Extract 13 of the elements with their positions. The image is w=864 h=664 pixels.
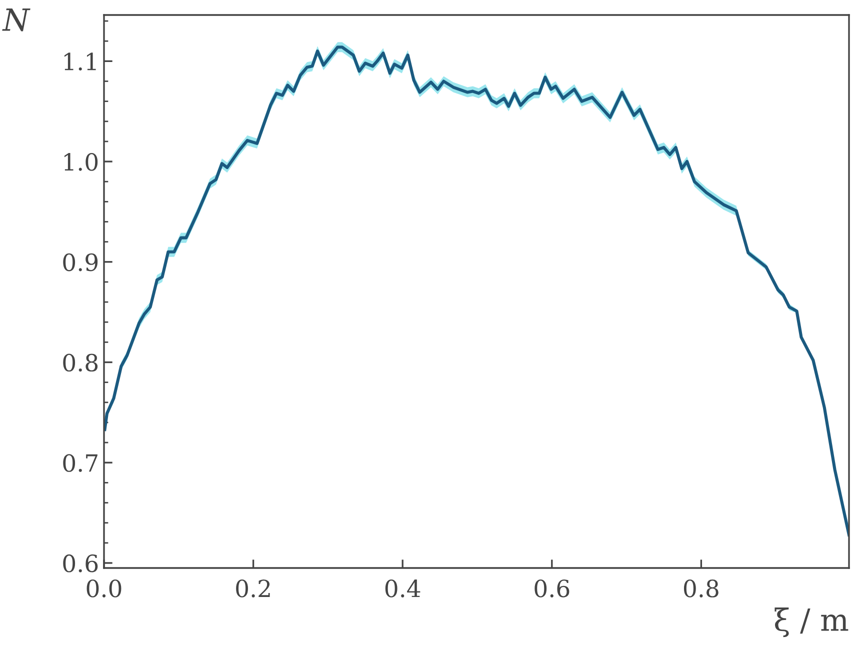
y-tick-label: 0.6 [63,554,98,572]
x-tick-label: 0.2 [236,580,270,598]
y-tick-label: 1.1 [64,52,96,70]
y-tick-label: 0.9 [63,253,98,272]
x-tick-label: 0.8 [684,580,718,598]
y-tick-label: 0.7 [63,454,98,472]
x-tick-label: 0.0 [86,580,122,598]
x-axis-title: ξ / m [774,608,848,638]
y-tick-label: 0.8 [63,354,98,372]
y-axis-title: N [2,8,30,32]
x-tick-label: 0.4 [385,580,420,598]
y-tick-label: 1.0 [64,152,98,171]
x-tick-label: 0.6 [534,580,570,598]
